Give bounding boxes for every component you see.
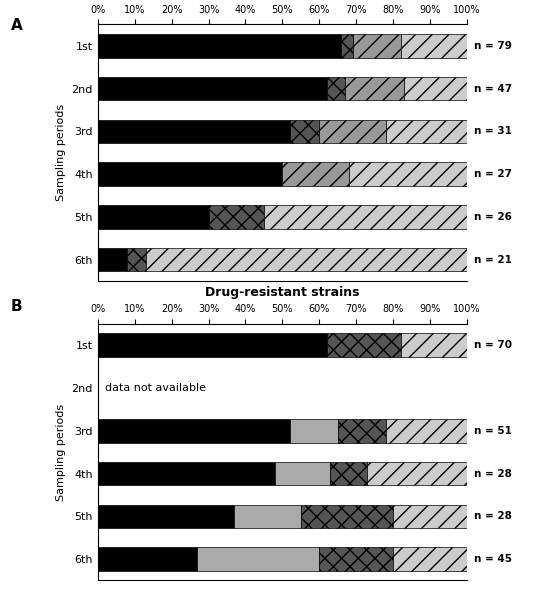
Text: n = 31: n = 31 [475, 126, 512, 136]
Bar [275, 462, 330, 485]
Bar [209, 205, 264, 229]
Bar [290, 419, 338, 442]
Bar [345, 77, 404, 100]
Bar [393, 547, 467, 571]
Text: n = 28: n = 28 [475, 469, 512, 478]
Bar [393, 505, 467, 528]
Bar [319, 547, 393, 571]
Text: n = 47: n = 47 [475, 84, 513, 93]
Bar [386, 120, 467, 143]
Bar [98, 334, 327, 357]
Bar [98, 77, 327, 100]
Bar [401, 334, 467, 357]
Text: data not available: data not available [105, 383, 206, 393]
Bar [367, 462, 467, 485]
Bar [235, 505, 301, 528]
Bar [98, 248, 127, 271]
Bar [330, 462, 367, 485]
Bar [98, 205, 209, 229]
Text: n = 28: n = 28 [475, 511, 512, 521]
Title: Drug-resistant strains: Drug-resistant strains [205, 286, 359, 299]
Bar [98, 120, 290, 143]
Bar [319, 120, 386, 143]
Bar [98, 163, 282, 186]
Bar [290, 120, 319, 143]
Text: n = 21: n = 21 [475, 255, 512, 265]
Bar [282, 163, 349, 186]
Bar [98, 34, 342, 57]
Y-axis label: Sampling periods: Sampling periods [56, 104, 66, 201]
Bar [327, 334, 401, 357]
Bar [198, 547, 319, 571]
Bar [98, 547, 198, 571]
Bar [404, 77, 467, 100]
Bar [98, 419, 290, 442]
Text: n = 27: n = 27 [475, 169, 513, 179]
Bar [127, 248, 146, 271]
Bar [301, 505, 393, 528]
Bar [146, 248, 467, 271]
Text: B: B [11, 299, 22, 315]
Bar [264, 205, 467, 229]
Bar [342, 34, 352, 57]
Text: A: A [11, 18, 23, 34]
Bar [327, 77, 345, 100]
Bar [401, 34, 467, 57]
Bar [352, 34, 401, 57]
Text: n = 70: n = 70 [475, 340, 513, 350]
Bar [98, 462, 275, 485]
Y-axis label: Sampling periods: Sampling periods [56, 404, 66, 500]
Bar [338, 419, 386, 442]
Bar [98, 505, 235, 528]
Bar [386, 419, 467, 442]
Text: n = 79: n = 79 [475, 41, 512, 51]
Bar [349, 163, 467, 186]
Text: n = 26: n = 26 [475, 212, 512, 222]
Text: n = 51: n = 51 [475, 426, 512, 436]
Text: n = 45: n = 45 [475, 554, 513, 564]
